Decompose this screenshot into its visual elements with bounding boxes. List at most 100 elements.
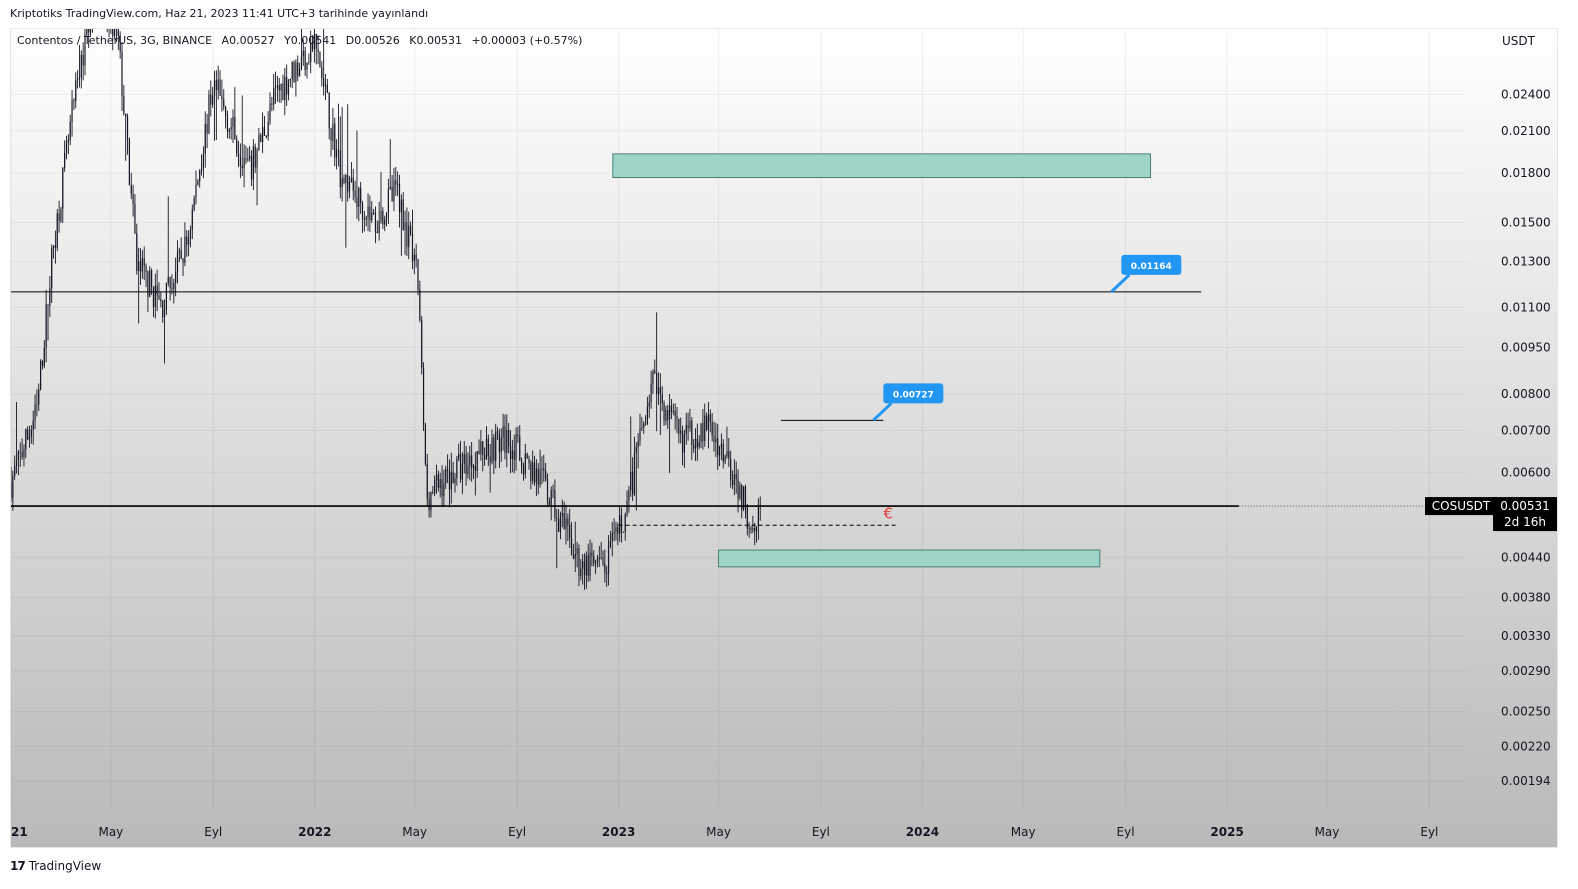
y-tick-label: 0.01100: [1501, 300, 1551, 314]
candle-body: [641, 427, 643, 429]
candle-body: [14, 465, 16, 476]
candle-body: [755, 526, 758, 532]
candle-body: [378, 220, 380, 234]
candle-body: [545, 470, 547, 480]
candle-body: [637, 440, 639, 448]
candle-body: [230, 126, 232, 130]
candle-body: [583, 561, 586, 576]
y-tick-label: 0.00220: [1501, 740, 1551, 754]
candle-body: [380, 210, 382, 221]
candle-body: [38, 389, 40, 405]
symbol-name[interactable]: Contentos / TetherUS, 3G, BINANCE: [17, 34, 213, 47]
candle-body: [306, 62, 308, 70]
candle-body: [715, 438, 717, 443]
candle-body: [136, 233, 138, 271]
candle-body: [574, 553, 576, 559]
candle-body: [365, 217, 367, 220]
candle-body: [360, 187, 362, 204]
candle-body: [519, 436, 521, 461]
candle-body: [236, 139, 238, 154]
candle-body: [267, 121, 269, 137]
candle-body: [21, 452, 23, 458]
brand-text[interactable]: TradingView: [28, 859, 102, 873]
price-chart[interactable]: 0.01164 0.00727 €0.02400 0.02100 0.01800 0.01…: [11, 29, 1558, 848]
ohlc-close: K0.00531: [409, 34, 462, 47]
candle-body: [219, 79, 221, 96]
candle-body: [252, 146, 254, 180]
y-tick-label: 0.02400: [1501, 87, 1551, 101]
candle-body: [112, 29, 114, 36]
candle-body: [358, 187, 360, 207]
candle-body: [88, 29, 90, 33]
candle-body: [700, 423, 702, 443]
price-callout-box: [883, 383, 944, 404]
support-resistance-zone: [612, 153, 1152, 179]
candle-body: [622, 532, 624, 533]
candle-body: [345, 175, 347, 183]
candle-body: [186, 236, 188, 245]
candle-body: [223, 99, 225, 107]
candle-body: [199, 170, 201, 182]
candle-body: [217, 79, 219, 91]
candle-body: [126, 116, 129, 140]
candle-body: [323, 78, 325, 87]
candle-body: [735, 474, 737, 480]
candle-body: [543, 468, 545, 471]
candle-body: [354, 190, 356, 197]
candle-body: [698, 442, 700, 448]
candle-body: [363, 219, 365, 220]
candle-body: [245, 157, 247, 160]
y-tick-label: 0.00700: [1501, 424, 1551, 438]
candle-body: [731, 479, 734, 486]
candle-body: [522, 466, 525, 475]
ohlc-high: Y0.00541: [284, 34, 337, 47]
candle-body: [506, 429, 508, 453]
candle-body: [578, 548, 580, 576]
candle-body: [215, 80, 217, 91]
ohlc-change: +0.00003 (+0.57%): [471, 34, 583, 47]
candle-body: [263, 127, 266, 136]
candle-body: [465, 453, 467, 475]
candle-body: [676, 415, 678, 419]
candle-body: [310, 42, 312, 62]
candle-body: [23, 449, 25, 458]
candle-body: [476, 451, 478, 471]
candle-body: [145, 265, 147, 272]
y-tick-label: 0.00440: [1501, 550, 1551, 564]
candle-body: [757, 505, 759, 527]
candle-body: [65, 142, 68, 153]
candle-body: [151, 270, 153, 288]
candle-body: [291, 62, 293, 79]
candle-body: [189, 229, 192, 239]
candle-body: [447, 468, 449, 471]
candle-body: [589, 552, 591, 576]
candle-body: [528, 458, 530, 463]
candle-body: [665, 409, 667, 421]
candle-body: [315, 33, 317, 49]
candle-body: [141, 258, 143, 272]
candle-body: [36, 404, 38, 406]
x-tick-label: May: [98, 825, 123, 839]
candle-body: [691, 420, 693, 446]
candle-body: [696, 438, 698, 448]
chart-frame[interactable]: 0.01164 0.00727 €0.02400 0.02100 0.01800 0.01…: [10, 28, 1558, 848]
candle-body: [286, 76, 288, 95]
candle-body: [134, 203, 136, 234]
candle-body: [754, 528, 756, 532]
candle-body: [167, 277, 169, 284]
tradingview-logo-icon[interactable]: 17: [10, 859, 26, 873]
candle-body: [49, 288, 51, 306]
candle-body: [558, 519, 560, 532]
published-text: Kriptotiks TradingView.com, Haz 21, 2023…: [10, 7, 429, 20]
candle-body: [356, 196, 358, 207]
y-tick-label: 0.00800: [1501, 387, 1551, 401]
candle-body: [548, 500, 550, 505]
currency-label[interactable]: USDT: [1502, 34, 1535, 48]
candle-body: [11, 481, 12, 499]
candle-body: [352, 177, 354, 191]
candle-body: [611, 533, 613, 541]
y-tick-label: 0.00290: [1501, 664, 1551, 678]
y-tick-label: 0.00250: [1501, 705, 1551, 719]
candle-body: [693, 445, 695, 449]
candle-body: [213, 80, 216, 96]
